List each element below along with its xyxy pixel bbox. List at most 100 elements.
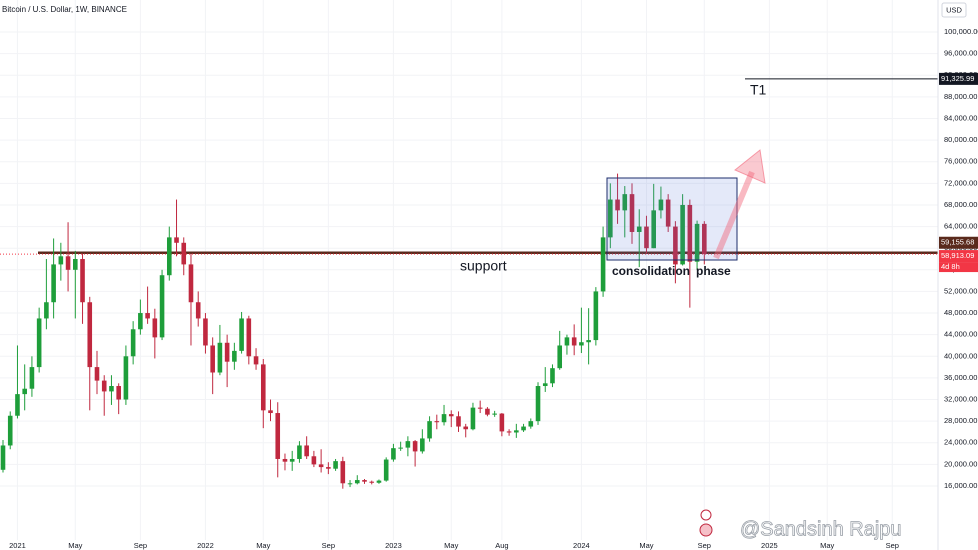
candle-body <box>369 481 375 483</box>
candle-body <box>420 438 425 452</box>
price-label-box <box>939 236 978 249</box>
candle-body <box>152 318 158 338</box>
y-tick-label: 28,000.00 <box>944 416 977 425</box>
currency: USD <box>946 5 962 14</box>
candle-body <box>58 256 64 265</box>
candle-body <box>203 318 208 346</box>
x-tick-label: May <box>444 541 458 550</box>
x-tick-label: 2024 <box>573 541 590 550</box>
countdown-box <box>939 262 978 273</box>
candle-body <box>383 459 389 481</box>
y-tick-label: 36,000.00 <box>944 373 977 382</box>
candle-body <box>427 421 432 439</box>
candle-body <box>73 259 78 270</box>
candle-body <box>87 302 93 368</box>
candle-body <box>210 345 215 373</box>
x-tick-label: Sep <box>698 541 711 550</box>
candle-body <box>282 458 288 462</box>
candle-body <box>130 329 136 357</box>
candle-body <box>340 461 346 484</box>
candle-body <box>232 350 237 362</box>
y-tick-label: 48,000.00 <box>944 308 977 317</box>
candle-body <box>702 223 707 255</box>
target-label: T1 <box>750 82 767 98</box>
candle-body <box>687 204 693 262</box>
x-tick-label: Sep <box>322 541 335 550</box>
candle-body <box>694 223 700 262</box>
candle-body <box>311 456 317 465</box>
range-label: consolidation <box>612 264 690 278</box>
price-label: 91,325.99 <box>941 74 974 83</box>
candle-body <box>289 458 295 462</box>
y-tick-label: 88,000.00 <box>944 92 977 101</box>
candle-body <box>528 421 534 427</box>
candle-body <box>391 448 396 460</box>
candle-body <box>116 386 121 400</box>
x-tick-label: May <box>820 541 834 550</box>
y-tick-label: 44,000.00 <box>944 330 977 339</box>
candle-body <box>297 445 302 459</box>
candle-body <box>376 480 382 483</box>
candle-body <box>318 464 324 468</box>
candle-body <box>470 407 476 430</box>
x-tick-label: 2021 <box>9 541 26 550</box>
candle-body <box>275 413 281 459</box>
candle-body <box>593 291 599 341</box>
candle-body <box>485 408 490 415</box>
x-tick-label: May <box>639 541 653 550</box>
candle-body <box>550 368 555 384</box>
candle-body <box>253 356 259 365</box>
candle-body <box>658 199 664 211</box>
candle-body <box>0 445 6 470</box>
candle-body <box>239 318 244 351</box>
y-tick-label: 96,000.00 <box>944 49 977 58</box>
candle-body <box>217 342 223 373</box>
support-label: support <box>460 258 507 274</box>
candle-body <box>36 318 42 368</box>
candle-body <box>456 416 461 427</box>
candle-body <box>80 259 85 303</box>
chart-title: Bitcoin / U.S. Dollar, 1W, BINANCE <box>2 5 127 14</box>
candle-body <box>22 388 27 395</box>
icon <box>699 523 713 537</box>
y-tick-label: 52,000.00 <box>944 286 977 295</box>
candle-body <box>44 302 49 319</box>
candle-body <box>521 426 526 431</box>
candle-body <box>7 415 13 446</box>
candle-body <box>145 313 150 319</box>
y-tick-label: 76,000.00 <box>944 157 977 166</box>
price-label: 59,155.68 <box>941 238 974 247</box>
candle-body <box>138 313 143 330</box>
candle-body <box>159 275 165 338</box>
candle-body <box>477 407 483 409</box>
candle-body <box>333 461 338 469</box>
consolidation-box <box>606 177 738 261</box>
x-tick-label: Sep <box>886 541 899 550</box>
candle-body <box>354 480 360 484</box>
candle-body <box>166 237 172 276</box>
x-tick-label: Sep <box>134 541 147 550</box>
y-tick-label: 24,000.00 <box>944 438 977 447</box>
y-tick-label: 40,000.00 <box>944 351 977 360</box>
candle-body <box>405 441 411 448</box>
x-tick-label: 2025 <box>761 541 778 550</box>
candle-body <box>506 431 512 433</box>
candle-body <box>571 337 577 346</box>
candle-body <box>15 394 20 416</box>
x-tick-label: 2022 <box>197 541 214 550</box>
candle-body <box>101 380 107 392</box>
candle-body <box>636 226 642 232</box>
candle-body <box>398 447 403 449</box>
candle-body <box>347 483 353 485</box>
candle-body <box>665 199 671 227</box>
y-tick-label: 72,000.00 <box>944 178 977 187</box>
candle-body <box>615 199 620 211</box>
candle-body <box>644 226 649 249</box>
candle-body <box>441 414 447 423</box>
candle-body <box>542 383 548 387</box>
candle-body <box>651 210 656 249</box>
x-tick-label: 2023 <box>385 541 402 550</box>
icon <box>700 509 712 521</box>
candle-body <box>181 242 187 265</box>
